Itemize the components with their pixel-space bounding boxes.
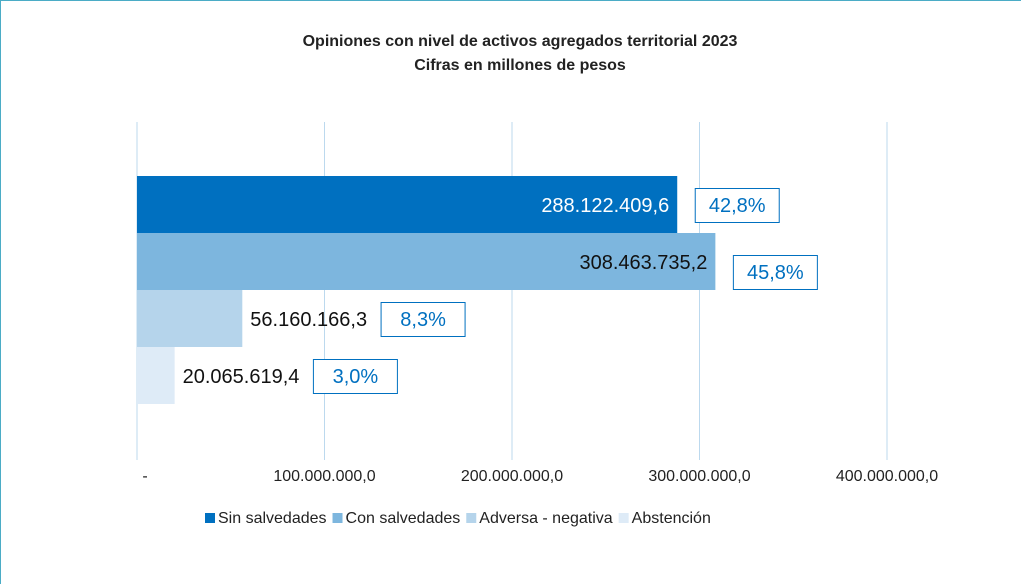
- legend-label: Abstención: [632, 510, 711, 527]
- x-tick-label: 300.000.000,0: [648, 468, 750, 485]
- x-tick-label: 400.000.000,0: [836, 468, 938, 485]
- bar: [137, 290, 243, 347]
- x-tick-label: -: [142, 468, 147, 485]
- data-label: 288.122.409,6: [541, 195, 669, 217]
- legend-swatch: [332, 513, 343, 523]
- legend-swatch: [618, 513, 629, 523]
- data-label: 20.065.619,4: [183, 366, 300, 388]
- bar: [137, 176, 678, 233]
- share-box: [694, 188, 780, 223]
- data-label: 56.160.166,3: [250, 309, 367, 331]
- bar: [137, 347, 175, 404]
- chart-title: Opiniones con nivel de activos agregados…: [303, 33, 738, 50]
- share-label: 3,0%: [333, 366, 379, 388]
- share-label: 42,8%: [709, 195, 766, 217]
- chart-subtitle: Cifras en millones de pesos: [414, 57, 626, 74]
- share-label: 45,8%: [747, 262, 804, 284]
- legend-label: Adversa - negativa: [479, 510, 613, 527]
- legend-label: Con salvedades: [346, 510, 461, 527]
- x-tick-label: 100.000.000,0: [273, 468, 375, 485]
- data-label: 308.463.735,2: [579, 252, 707, 274]
- share-label: 8,3%: [400, 309, 446, 331]
- x-tick-label: 200.000.000,0: [461, 468, 563, 485]
- legend-swatch: [466, 513, 477, 523]
- bar: [137, 233, 716, 290]
- share-box: [380, 302, 466, 337]
- legend-swatch: [205, 513, 215, 523]
- legend-label: Sin salvedades: [218, 510, 327, 527]
- share-box: [312, 359, 398, 394]
- share-box: [732, 255, 818, 290]
